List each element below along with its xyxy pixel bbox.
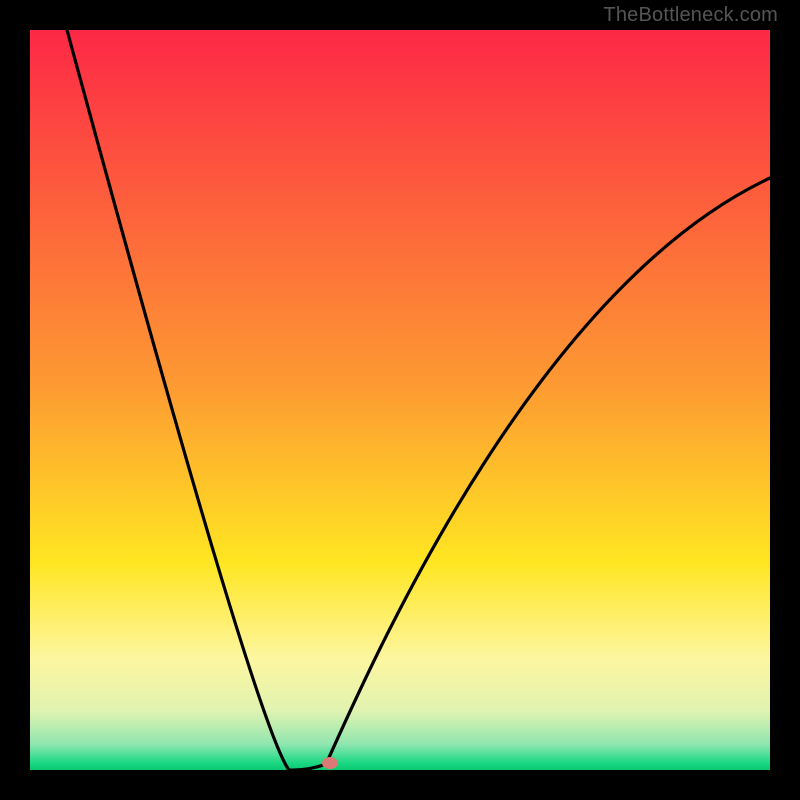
optimal-point-marker: [322, 757, 338, 769]
chart-container: TheBottleneck.com: [0, 0, 800, 800]
chart-background-gradient: [30, 30, 770, 770]
plot-area: [30, 30, 770, 770]
watermark-text: TheBottleneck.com: [603, 4, 778, 27]
